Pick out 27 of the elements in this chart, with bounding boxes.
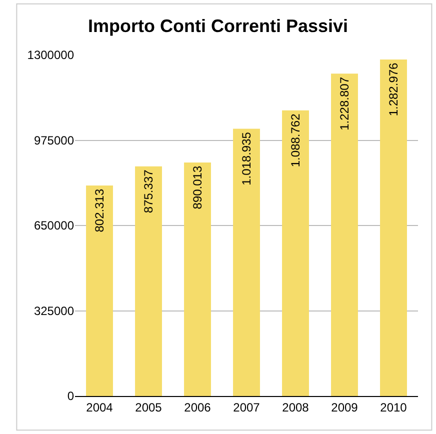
x-tick-label: 2010 xyxy=(380,400,408,414)
x-tick-label: 2005 xyxy=(135,400,162,414)
data-label: 875.337 xyxy=(142,169,156,214)
data-label: 1.018.935 xyxy=(240,132,254,186)
y-tick-label: 1300000 xyxy=(27,48,74,62)
data-label: 1.282.976 xyxy=(386,62,400,116)
y-tick-label: 325000 xyxy=(34,304,74,318)
x-tick-label: 2007 xyxy=(233,400,260,414)
bar xyxy=(184,162,211,396)
bar xyxy=(380,59,407,396)
bar xyxy=(282,110,309,396)
x-tick-label: 2006 xyxy=(184,400,212,414)
bar xyxy=(233,128,260,396)
bar xyxy=(331,74,358,396)
y-tick-label: 0 xyxy=(67,389,74,404)
y-tick-label: 975000 xyxy=(34,133,74,148)
data-label: 890.013 xyxy=(190,166,205,210)
chart-title: Importo Conti Correnti Passivi xyxy=(88,16,348,36)
x-tick-label: 2009 xyxy=(331,400,358,414)
y-tick-label: 650000 xyxy=(34,218,74,233)
bar xyxy=(86,186,113,396)
data-label: 1.228.807 xyxy=(337,76,352,130)
bar xyxy=(135,166,162,396)
x-tick-label: 2008 xyxy=(282,400,310,414)
data-label: 1.088.762 xyxy=(288,113,303,168)
x-tick-label: 2004 xyxy=(86,400,114,414)
data-label: 802.313 xyxy=(92,188,106,232)
